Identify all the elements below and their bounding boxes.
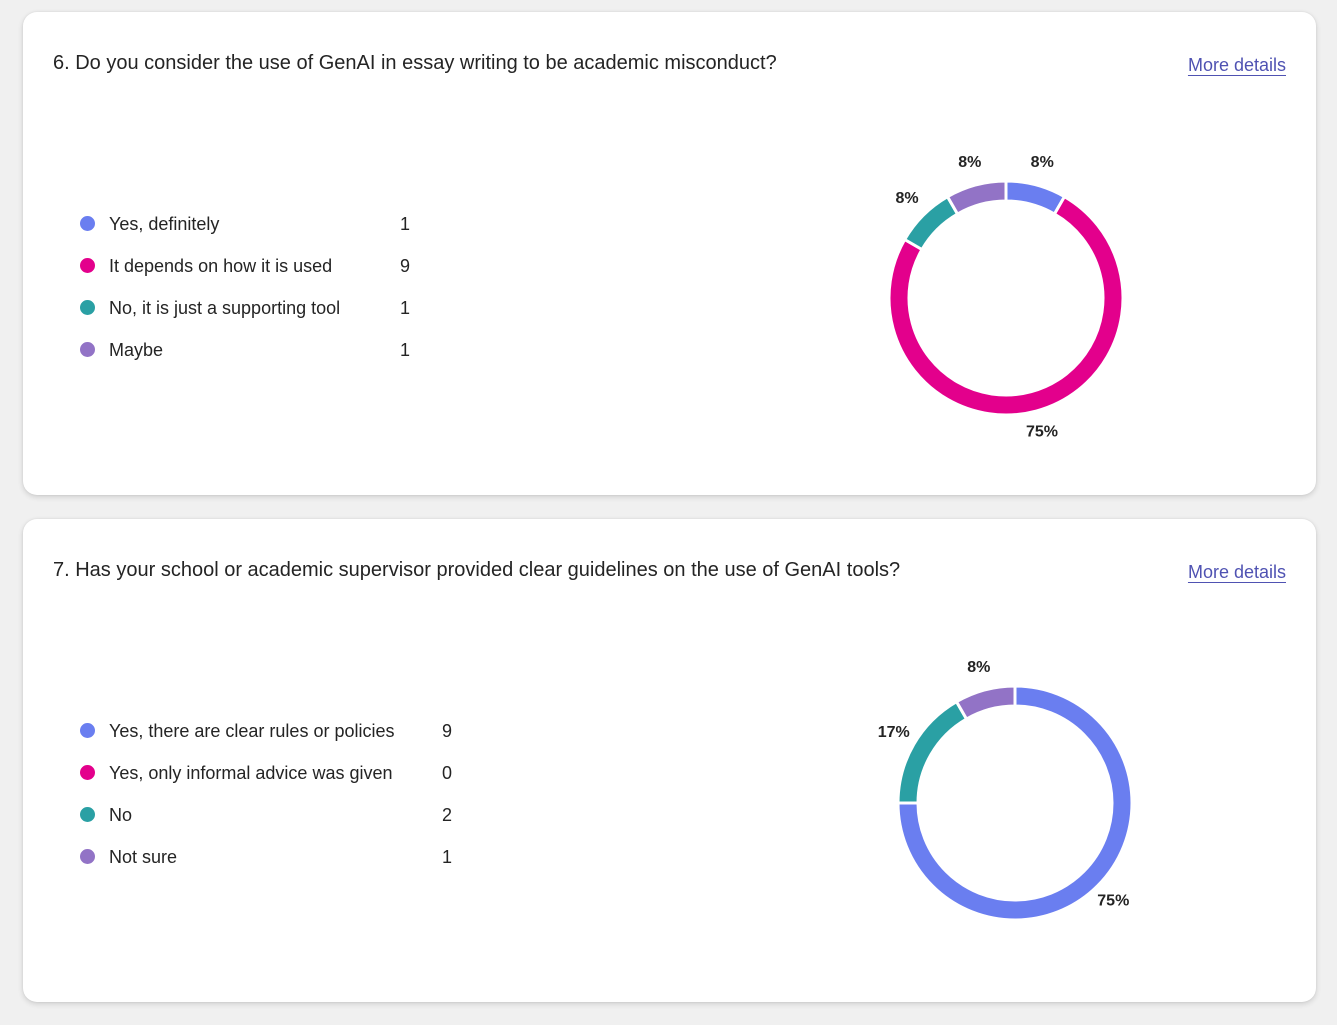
slice-percent-label: 8% xyxy=(967,659,990,676)
question-card-6: 6. Do you consider the use of GenAI in e… xyxy=(23,12,1316,495)
legend-label: No, it is just a supporting tool xyxy=(109,298,341,318)
legend-count: 1 xyxy=(399,298,410,318)
legend-count: 9 xyxy=(399,256,410,276)
slice-percent-label: 17% xyxy=(878,724,910,741)
slice-percent-label: 75% xyxy=(1097,893,1129,910)
donut-chart: 75% 17% 8% xyxy=(878,659,1134,922)
legend-count: 1 xyxy=(399,214,410,234)
more-details-link[interactable]: More details xyxy=(1187,55,1286,75)
donut-slice[interactable] xyxy=(954,684,1017,722)
legend-swatch xyxy=(80,807,95,822)
legend-label: It depends on how it is used xyxy=(109,256,333,276)
more-details-link[interactable]: More details xyxy=(1187,562,1286,582)
legend-swatch xyxy=(80,258,95,273)
slice-percent-label: 75% xyxy=(1026,423,1058,440)
donut-chart: 8% 75% 8% 8% xyxy=(887,154,1125,440)
legend-swatch xyxy=(80,849,95,864)
legend-label: Yes, there are clear rules or policies xyxy=(109,721,395,741)
legend-label: No xyxy=(109,805,133,825)
legend-count: 9 xyxy=(441,721,452,741)
legend-count: 1 xyxy=(441,847,452,867)
slice-percent-label: 8% xyxy=(895,190,918,207)
donut-slice[interactable] xyxy=(896,684,1134,922)
legend-swatch xyxy=(80,342,95,357)
legend-label: Yes, only informal advice was given xyxy=(109,763,393,783)
slice-percent-label: 8% xyxy=(1031,154,1054,171)
legend-count: 1 xyxy=(399,340,410,360)
donut-slice[interactable] xyxy=(896,699,969,805)
slice-percent-label: 8% xyxy=(958,154,981,171)
legend-count: 0 xyxy=(441,763,452,783)
donut-slice[interactable] xyxy=(945,179,1008,217)
donut-slice[interactable] xyxy=(887,194,1125,417)
question-title: 7. Has your school or academic superviso… xyxy=(53,559,901,581)
legend-swatch xyxy=(80,723,95,738)
legend-count: 2 xyxy=(441,805,452,825)
question-card-7: 7. Has your school or academic superviso… xyxy=(23,519,1316,1002)
legend-label: Maybe xyxy=(109,340,164,360)
legend-swatch xyxy=(80,216,95,231)
legend-label: Yes, definitely xyxy=(109,214,220,234)
legend-swatch xyxy=(80,300,95,315)
legend-swatch xyxy=(80,765,95,780)
legend-label: Not sure xyxy=(109,847,178,867)
question-title: 6. Do you consider the use of GenAI in e… xyxy=(53,52,777,74)
